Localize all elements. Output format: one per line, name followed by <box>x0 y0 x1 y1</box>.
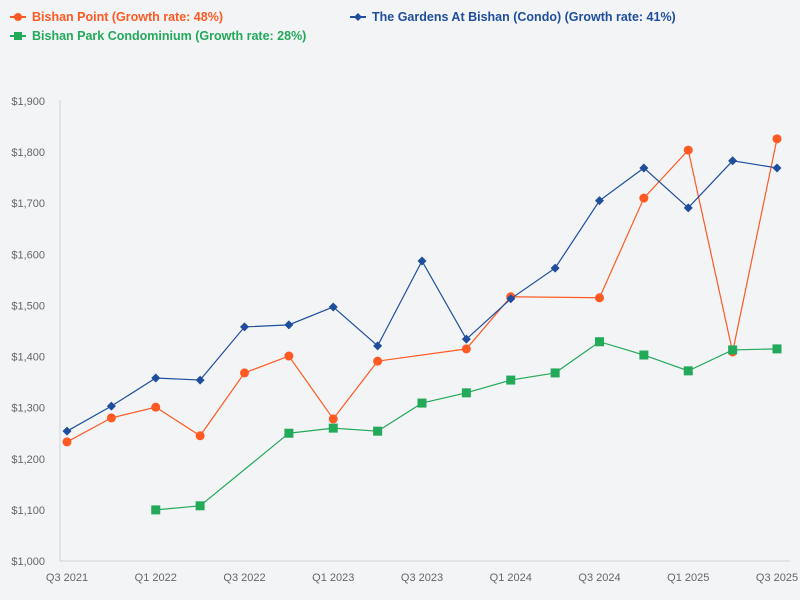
legend-label: The Gardens At Bishan (Condo) (Growth ra… <box>372 10 676 24</box>
data-point[interactable] <box>772 134 782 144</box>
data-point[interactable] <box>506 375 516 385</box>
data-point[interactable] <box>62 426 72 436</box>
data-point[interactable] <box>328 423 338 433</box>
data-point[interactable] <box>373 356 383 366</box>
legend-item-gardens-at-bishan[interactable]: The Gardens At Bishan (Condo) (Growth ra… <box>350 10 676 24</box>
data-point[interactable] <box>328 302 338 312</box>
data-point[interactable] <box>62 437 72 447</box>
x-tick-label: Q1 2024 <box>490 572 532 584</box>
y-tick-label: $1,100 <box>11 505 45 517</box>
data-point[interactable] <box>550 368 560 378</box>
data-point[interactable] <box>151 402 161 412</box>
data-point[interactable] <box>639 163 649 173</box>
data-point[interactable] <box>151 373 161 383</box>
data-point[interactable] <box>639 193 649 203</box>
data-point[interactable] <box>195 501 205 511</box>
series-line <box>66 138 778 443</box>
data-point[interactable] <box>683 145 693 155</box>
x-tick-label: Q1 2025 <box>667 572 709 584</box>
data-point[interactable] <box>772 344 782 354</box>
data-point[interactable] <box>151 505 161 515</box>
data-point[interactable] <box>328 414 338 424</box>
data-point[interactable] <box>284 351 294 361</box>
data-point[interactable] <box>240 368 249 378</box>
y-tick-label: $1,400 <box>11 352 45 364</box>
series-2 <box>151 337 782 515</box>
data-point[interactable] <box>728 345 738 355</box>
x-tick-label: Q3 2022 <box>223 572 265 584</box>
legend-item-bishan-park[interactable]: Bishan Park Condominium (Growth rate: 28… <box>10 29 306 43</box>
circle-marker-icon <box>10 13 26 21</box>
data-point[interactable] <box>106 401 116 411</box>
legend-label: Bishan Point (Growth rate: 48%) <box>32 10 223 24</box>
x-tick-label: Q1 2023 <box>312 572 354 584</box>
data-point[interactable] <box>284 428 294 438</box>
x-tick-label: Q3 2024 <box>578 572 620 584</box>
data-point[interactable] <box>417 398 427 408</box>
data-point[interactable] <box>595 196 604 206</box>
data-point[interactable] <box>595 337 604 347</box>
data-point[interactable] <box>461 344 471 354</box>
data-point[interactable] <box>683 366 693 376</box>
series-line <box>66 160 778 432</box>
data-point[interactable] <box>683 203 693 213</box>
data-point[interactable] <box>417 256 427 266</box>
x-tick-label: Q3 2025 <box>756 572 798 584</box>
diamond-marker-icon <box>350 13 366 21</box>
legend-item-bishan-point[interactable]: Bishan Point (Growth rate: 48%) <box>10 10 223 24</box>
data-point[interactable] <box>195 375 205 385</box>
y-tick-label: $1,300 <box>11 403 45 415</box>
legend-label: Bishan Park Condominium (Growth rate: 28… <box>32 29 307 43</box>
y-tick-label: $1,600 <box>11 249 45 261</box>
y-tick-label: $1,900 <box>11 96 45 108</box>
data-point[interactable] <box>195 431 205 441</box>
data-point[interactable] <box>595 293 604 303</box>
x-tick-label: Q3 2021 <box>46 572 88 584</box>
y-tick-label: $1,800 <box>11 147 45 159</box>
y-tick-label: $1,200 <box>11 454 45 466</box>
y-tick-label: $1,700 <box>11 198 45 210</box>
x-tick-label: Q3 2023 <box>401 572 443 584</box>
series-line <box>155 341 778 511</box>
data-point[interactable] <box>240 322 249 332</box>
data-point[interactable] <box>106 413 116 423</box>
y-tick-label: $1,500 <box>11 300 45 312</box>
data-point[interactable] <box>550 263 560 273</box>
data-point[interactable] <box>639 350 649 360</box>
data-point[interactable] <box>461 388 471 398</box>
data-point[interactable] <box>284 320 294 330</box>
data-point[interactable] <box>728 156 738 166</box>
square-marker-icon <box>10 32 26 40</box>
x-tick-label: Q1 2022 <box>135 572 177 584</box>
data-point[interactable] <box>373 426 383 436</box>
series-1 <box>62 156 782 436</box>
data-point[interactable] <box>461 334 471 344</box>
data-point[interactable] <box>506 294 516 304</box>
data-point[interactable] <box>373 341 383 351</box>
y-tick-label: $1,000 <box>11 556 45 568</box>
data-point[interactable] <box>772 163 782 173</box>
